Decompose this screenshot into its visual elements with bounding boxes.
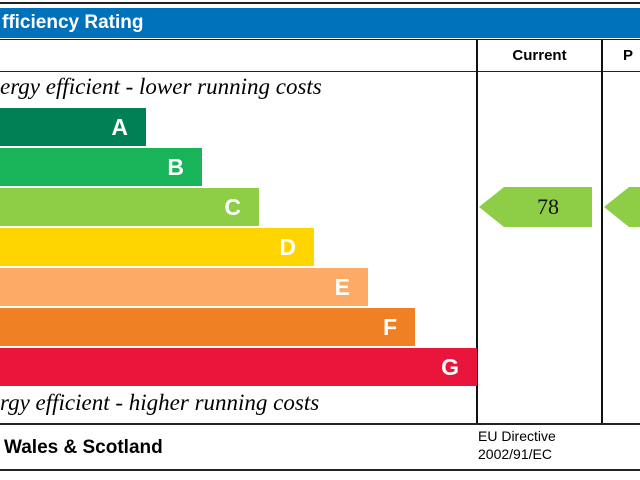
rating-bar-g: G [0, 348, 477, 386]
directive-line1: EU Directive [478, 428, 556, 444]
chart-title: fficiency Rating [0, 8, 640, 38]
top-caption: ergy efficient - lower running costs [0, 74, 322, 99]
rating-bar-d: D [0, 228, 314, 266]
current-column-border [476, 40, 478, 424]
directive-line2: 2002/91/EC [478, 446, 552, 462]
footer-divider [0, 423, 640, 425]
rating-bar-e: E [0, 268, 368, 306]
potential-column-header: P [622, 47, 633, 64]
bottom-caption: rgy efficient - higher running costs [0, 390, 320, 415]
rating-bar-b: B [0, 148, 202, 186]
rating-bar-f: F [0, 308, 415, 346]
potential-rating-arrow [604, 187, 640, 227]
current-rating-value: 78 [537, 194, 559, 219]
header-divider [0, 39, 640, 40]
current-column-header: Current [512, 47, 567, 64]
column-header-divider [0, 71, 640, 72]
current-arrow-shape [479, 187, 592, 227]
potential-arrow-shape [604, 187, 640, 227]
top-border [0, 2, 640, 4]
footer-region: Wales & Scotland [4, 437, 163, 458]
rating-bar-c: C [0, 188, 259, 226]
bottom-border [0, 469, 640, 471]
current-rating-arrow: 78 [479, 187, 592, 227]
rating-bar-a: A [0, 108, 146, 146]
potential-column-border [601, 40, 603, 424]
